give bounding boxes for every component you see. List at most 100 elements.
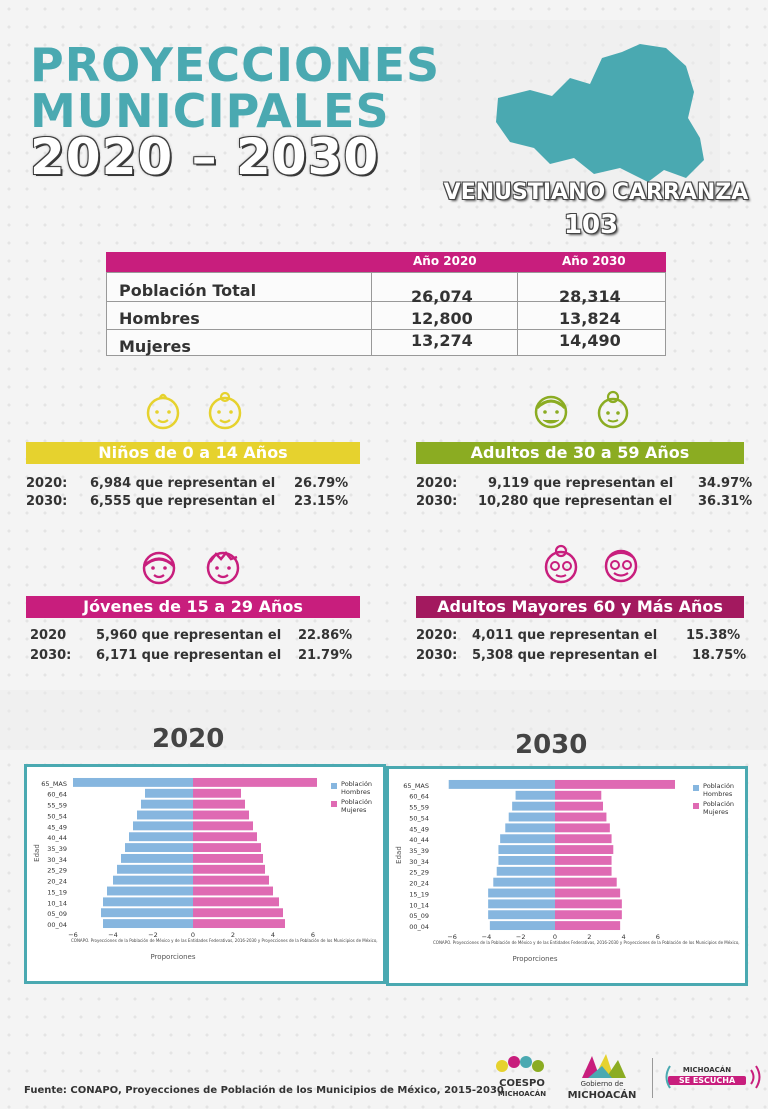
tick-label-age: 35_39 xyxy=(409,847,429,855)
municipality-code: 103 xyxy=(563,210,619,240)
tick-label-age: 65_MAS xyxy=(41,780,67,788)
axis-label-x: Proporciones xyxy=(150,953,195,961)
bar-hombres-45_49 xyxy=(133,821,193,831)
legend-label-hombres: Hombres xyxy=(703,790,733,798)
jovenes-2020-text: 5,960 que representan el xyxy=(96,628,282,643)
adultos-2030-label: 2030: xyxy=(416,494,458,509)
column-divider xyxy=(517,273,518,355)
bar-mujeres-40_44 xyxy=(193,832,257,842)
sound-waves-icon xyxy=(750,1065,761,1089)
mayores-2020-label: 2020: xyxy=(416,628,458,643)
value-mujeres-2020: 13,274 xyxy=(411,331,473,350)
bar-hombres-10_14 xyxy=(103,897,193,907)
ninos-2020-pct: 26.79% xyxy=(294,476,349,491)
tick-label-age: 60_64 xyxy=(47,791,67,799)
mayores-2030-label: 2030: xyxy=(416,648,458,663)
tick-label-x: −6 xyxy=(447,933,457,941)
title-years: 2020 – 2030 xyxy=(30,128,380,186)
legend-title: Población xyxy=(341,798,372,806)
ninos-2020-label: 2020: xyxy=(26,476,68,491)
youth-boy-face-icon xyxy=(206,551,240,585)
tick-label-x: 2 xyxy=(231,931,235,939)
tick-label-x: −4 xyxy=(108,931,118,939)
legend-swatch-hombres xyxy=(693,785,699,791)
band-ninos: Niños de 0 a 14 Años xyxy=(26,442,360,464)
bar-mujeres-55_59 xyxy=(555,801,603,811)
baby-face-icon xyxy=(146,393,180,430)
bar-mujeres-55_59 xyxy=(193,799,245,809)
tick-label-age: 05_09 xyxy=(47,910,67,918)
gobierno-logo-text: MICHOACÁN xyxy=(567,1090,637,1101)
bar-hombres-60_64 xyxy=(515,790,555,800)
row-label-mujeres: Mujeres xyxy=(119,337,191,356)
ninos-2030-text: 6,555 que representan el xyxy=(90,494,276,509)
legend-label-hombres: Hombres xyxy=(341,788,371,796)
legend-title: Población xyxy=(703,782,734,790)
value-hombres-2030: 13,824 xyxy=(559,309,621,328)
municipality-map-icon xyxy=(496,44,704,182)
band-adultos: Adultos de 30 a 59 Años xyxy=(416,442,744,464)
ninos-2030-label: 2030: xyxy=(26,494,68,509)
tick-label-age: 55_59 xyxy=(47,802,67,810)
coespo-logo-sub: MICHOACÁN xyxy=(497,1090,547,1098)
axis-label-y: Edad xyxy=(33,844,41,862)
tick-label-x: −4 xyxy=(482,933,492,941)
adultos-2020-label: 2020: xyxy=(416,476,458,491)
row-label-total: Población Total xyxy=(119,281,257,300)
pyramid-2030-title: 2030 xyxy=(515,730,588,760)
legend-swatch-mujeres xyxy=(331,801,337,807)
legend-label-mujeres: Mujeres xyxy=(341,806,367,814)
bar-mujeres-45_49 xyxy=(555,823,610,833)
title-line-1: PROYECCIONES xyxy=(30,38,441,92)
tick-label-x: 2 xyxy=(587,933,591,941)
row-divider xyxy=(107,329,665,330)
bar-mujeres-25_29 xyxy=(555,866,612,876)
title-line-2: MUNICIPALES xyxy=(30,84,390,138)
value-total-2030: 28,314 xyxy=(559,287,621,306)
adultos-2020-text: 9,119 que representan el xyxy=(488,476,674,491)
bar-hombres-45_49 xyxy=(505,823,555,833)
bar-hombres-60_64 xyxy=(145,788,193,798)
tick-label-age: 65_MAS xyxy=(403,782,429,790)
tick-label-x: 6 xyxy=(656,933,660,941)
tick-label-age: 40_44 xyxy=(409,836,429,844)
mayores-2020-text: 4,011 que representan el xyxy=(472,628,658,643)
axis-label-x: Proporciones xyxy=(512,955,557,963)
chart-source-note: CONAPO. Proyecciones de la Población de … xyxy=(71,938,378,943)
jovenes-2030-pct: 21.79% xyxy=(298,648,353,663)
sound-waves-left-icon xyxy=(665,1065,671,1089)
bar-hombres-55_59 xyxy=(512,801,555,811)
municipality-name: VENUSTIANO CARRANZA xyxy=(443,180,749,205)
tick-label-age: 20_24 xyxy=(47,878,67,886)
mayores-2020-pct: 15.38% xyxy=(686,628,741,643)
escucha-logo-text: SE ESCUCHA xyxy=(668,1076,746,1085)
bar-hombres-65_MAS xyxy=(73,777,193,787)
bar-mujeres-35_39 xyxy=(193,843,261,853)
elder-woman-face-icon xyxy=(544,544,578,584)
tick-label-age: 05_09 xyxy=(409,912,429,920)
jovenes-2020-label: 2020 xyxy=(30,628,67,643)
pyramid-2030-chart: 65_MAS 60_64 55_59 50_54 45_49 40_44 35_39 30_3… xyxy=(386,766,748,986)
bar-hombres-40_44 xyxy=(500,834,555,844)
bar-hombres-55_59 xyxy=(141,799,193,809)
tick-label-x: 4 xyxy=(622,933,626,941)
table-header: Año 2020 Año 2030 xyxy=(106,252,666,272)
coespo-logo-icon xyxy=(496,1056,544,1072)
pyramid-2020-title: 2020 xyxy=(152,724,225,754)
bar-mujeres-10_14 xyxy=(193,897,279,907)
bar-hombres-35_39 xyxy=(498,845,555,855)
jovenes-2020-pct: 22.86% xyxy=(298,628,353,643)
logo-divider xyxy=(652,1058,653,1098)
bar-mujeres-35_39 xyxy=(555,845,614,855)
bar-mujeres-60_64 xyxy=(555,790,602,800)
escucha-logo-top: MICHOACÁN xyxy=(682,1066,732,1074)
footer-source: Fuente: CONAPO, Proyecciones de Població… xyxy=(24,1085,504,1096)
tick-label-age: 00_04 xyxy=(47,921,67,929)
bar-hombres-30_34 xyxy=(121,853,193,863)
mayores-2030-pct: 18.75% xyxy=(692,648,747,663)
tick-label-age: 00_04 xyxy=(409,923,429,931)
bar-mujeres-60_64 xyxy=(193,788,241,798)
band-jovenes: Jóvenes de 15 a 29 Años xyxy=(26,596,360,618)
bar-mujeres-30_34 xyxy=(193,853,263,863)
bar-hombres-20_24 xyxy=(493,877,555,887)
